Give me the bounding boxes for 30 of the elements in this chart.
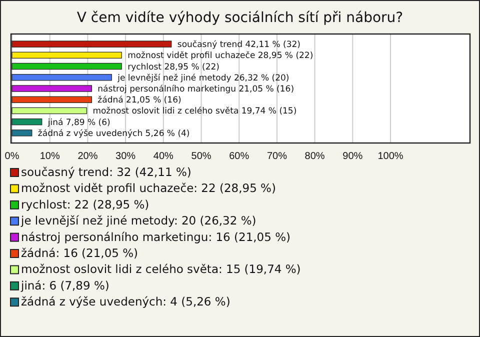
x-tick-label: 60% [229, 151, 250, 162]
x-tick-label: 20% [78, 151, 98, 162]
x-tick-label: 100% [378, 151, 404, 162]
data-label: možnost oslovit lidi z celého světa 19,74 % (15) [92, 106, 297, 117]
x-tick-label: 40% [153, 151, 174, 162]
legend-label: možnost vidět profil uchazeče: 22 (28,95 %) [21, 181, 276, 196]
data-label: jiná 7,89 % (6) [46, 118, 110, 128]
data-label: žádná z výše uvedených 5,26 % (4) [38, 128, 190, 139]
legend-label: jiná: 6 (7,89 %) [20, 278, 110, 292]
x-tick-label: 90% [342, 151, 363, 162]
x-tick-label: 50% [191, 151, 212, 162]
chart-title: V čem vidíte výhody sociálních sítí při náboru? [76, 10, 404, 26]
data-label: žádná 21,05 % (16) [98, 96, 182, 106]
legend-label: žádná z výše uvedených: 4 (5,26 %) [21, 294, 230, 309]
legend-label: žádná: 16 (21,05 %) [21, 246, 138, 260]
legend-label: současný trend: 32 (42,11 %) [21, 165, 192, 179]
x-tick-label: 30% [116, 151, 136, 162]
x-tick-label: 70% [266, 151, 288, 162]
x-tick-label: 10% [40, 151, 60, 162]
data-label: nástroj personálního marketingu 21,05 % (16) [98, 84, 294, 94]
legend-label: nástroj personálního marketingu: 16 (21,05 %) [21, 230, 291, 244]
data-label: možnost vidět profil uchazeče 28,95 % (22) [128, 51, 314, 62]
data-label: je levnější než jiné metody 26,32 % (20) [116, 73, 290, 84]
legend-label: je levnější než jiné metody: 20 (26,32 %) [20, 214, 256, 228]
legend-label: rychlost: 22 (28,95 %) [21, 197, 150, 212]
data-label: rychlost 28,95 % (22) [128, 62, 220, 72]
x-tick-label: 80% [304, 151, 325, 162]
legend-label: možnost oslovit lidi z celého světa: 15 (19,74 %) [21, 262, 301, 276]
data-label: současný trend 42,11 % (32) [177, 40, 300, 50]
x-tick-label: 0% [4, 151, 20, 162]
